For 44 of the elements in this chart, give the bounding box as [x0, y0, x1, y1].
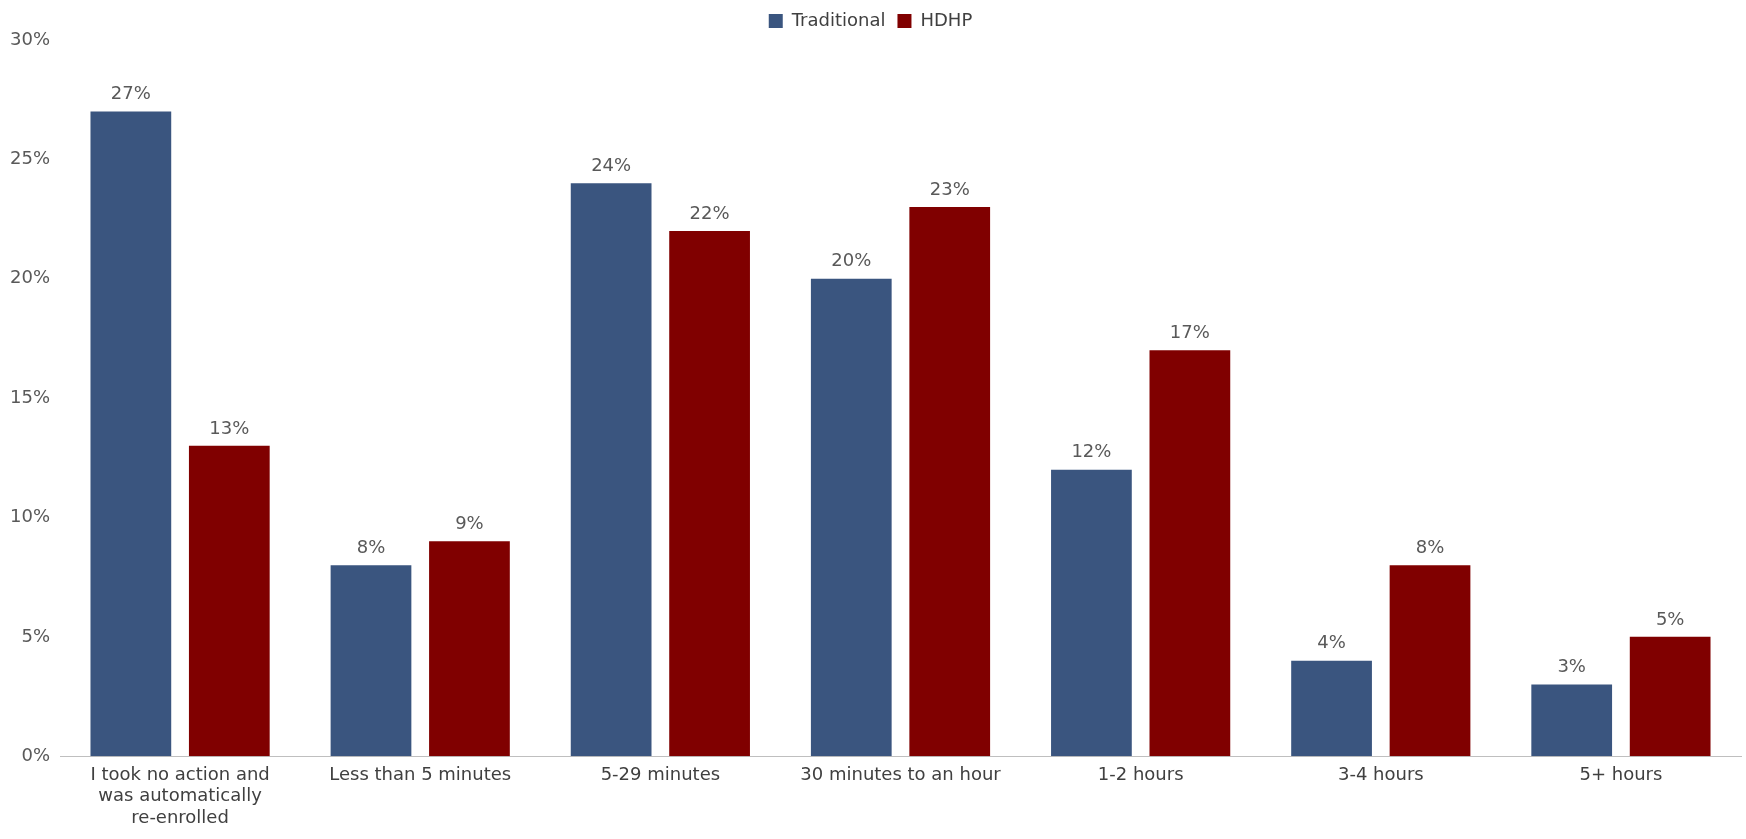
data-label: 27%: [110, 82, 151, 104]
x-tick-label: Less than 5 minutes: [329, 762, 512, 784]
y-tick-label: 30%: [9, 27, 51, 49]
bar: [1291, 660, 1372, 757]
bar: [1629, 636, 1711, 757]
x-tick-label: 1-2 hours: [1097, 762, 1184, 784]
y-tick-label: 5%: [21, 624, 51, 646]
bar: [1149, 350, 1231, 757]
bar: [1531, 684, 1613, 757]
bar: [810, 278, 892, 757]
bar: [669, 230, 750, 757]
data-label: 22%: [689, 201, 730, 223]
bar: [570, 183, 652, 757]
bar: [188, 445, 270, 757]
data-label: 9%: [455, 512, 484, 534]
data-label: 3%: [1557, 655, 1586, 677]
bar: [330, 565, 412, 757]
bar: [1389, 565, 1471, 757]
y-tick-label: 25%: [9, 147, 51, 169]
data-label: 20%: [831, 249, 872, 271]
legend-label: HDHP: [920, 8, 973, 30]
data-label: 13%: [209, 416, 250, 438]
data-label: 12%: [1071, 440, 1112, 462]
y-tick-label: 15%: [9, 385, 51, 407]
x-tick-label: 5+ hours: [1579, 762, 1663, 784]
data-label: 17%: [1169, 321, 1210, 343]
bar: [1051, 469, 1132, 757]
x-tick-label: I took no action and was automatically re-enrolled: [90, 762, 270, 827]
data-label: 24%: [591, 153, 632, 175]
data-label: 5%: [1655, 607, 1685, 629]
y-tick-label: 20%: [9, 266, 51, 288]
data-label: 8%: [1415, 535, 1445, 557]
y-tick-label: 10%: [9, 505, 51, 527]
bar: [429, 541, 510, 757]
x-tick-label: 3-4 hours: [1337, 762, 1424, 784]
y-tick-label: 0%: [21, 743, 51, 765]
x-tick-label: 30 minutes to an hour: [800, 762, 1002, 784]
bar: [909, 207, 991, 757]
data-label: 8%: [356, 535, 386, 557]
data-label: 4%: [1317, 631, 1346, 653]
data-label: 23%: [929, 177, 970, 199]
legend-label: Traditional: [790, 8, 886, 30]
x-tick-label: 5-29 minutes: [600, 762, 721, 784]
bar: [90, 111, 172, 757]
